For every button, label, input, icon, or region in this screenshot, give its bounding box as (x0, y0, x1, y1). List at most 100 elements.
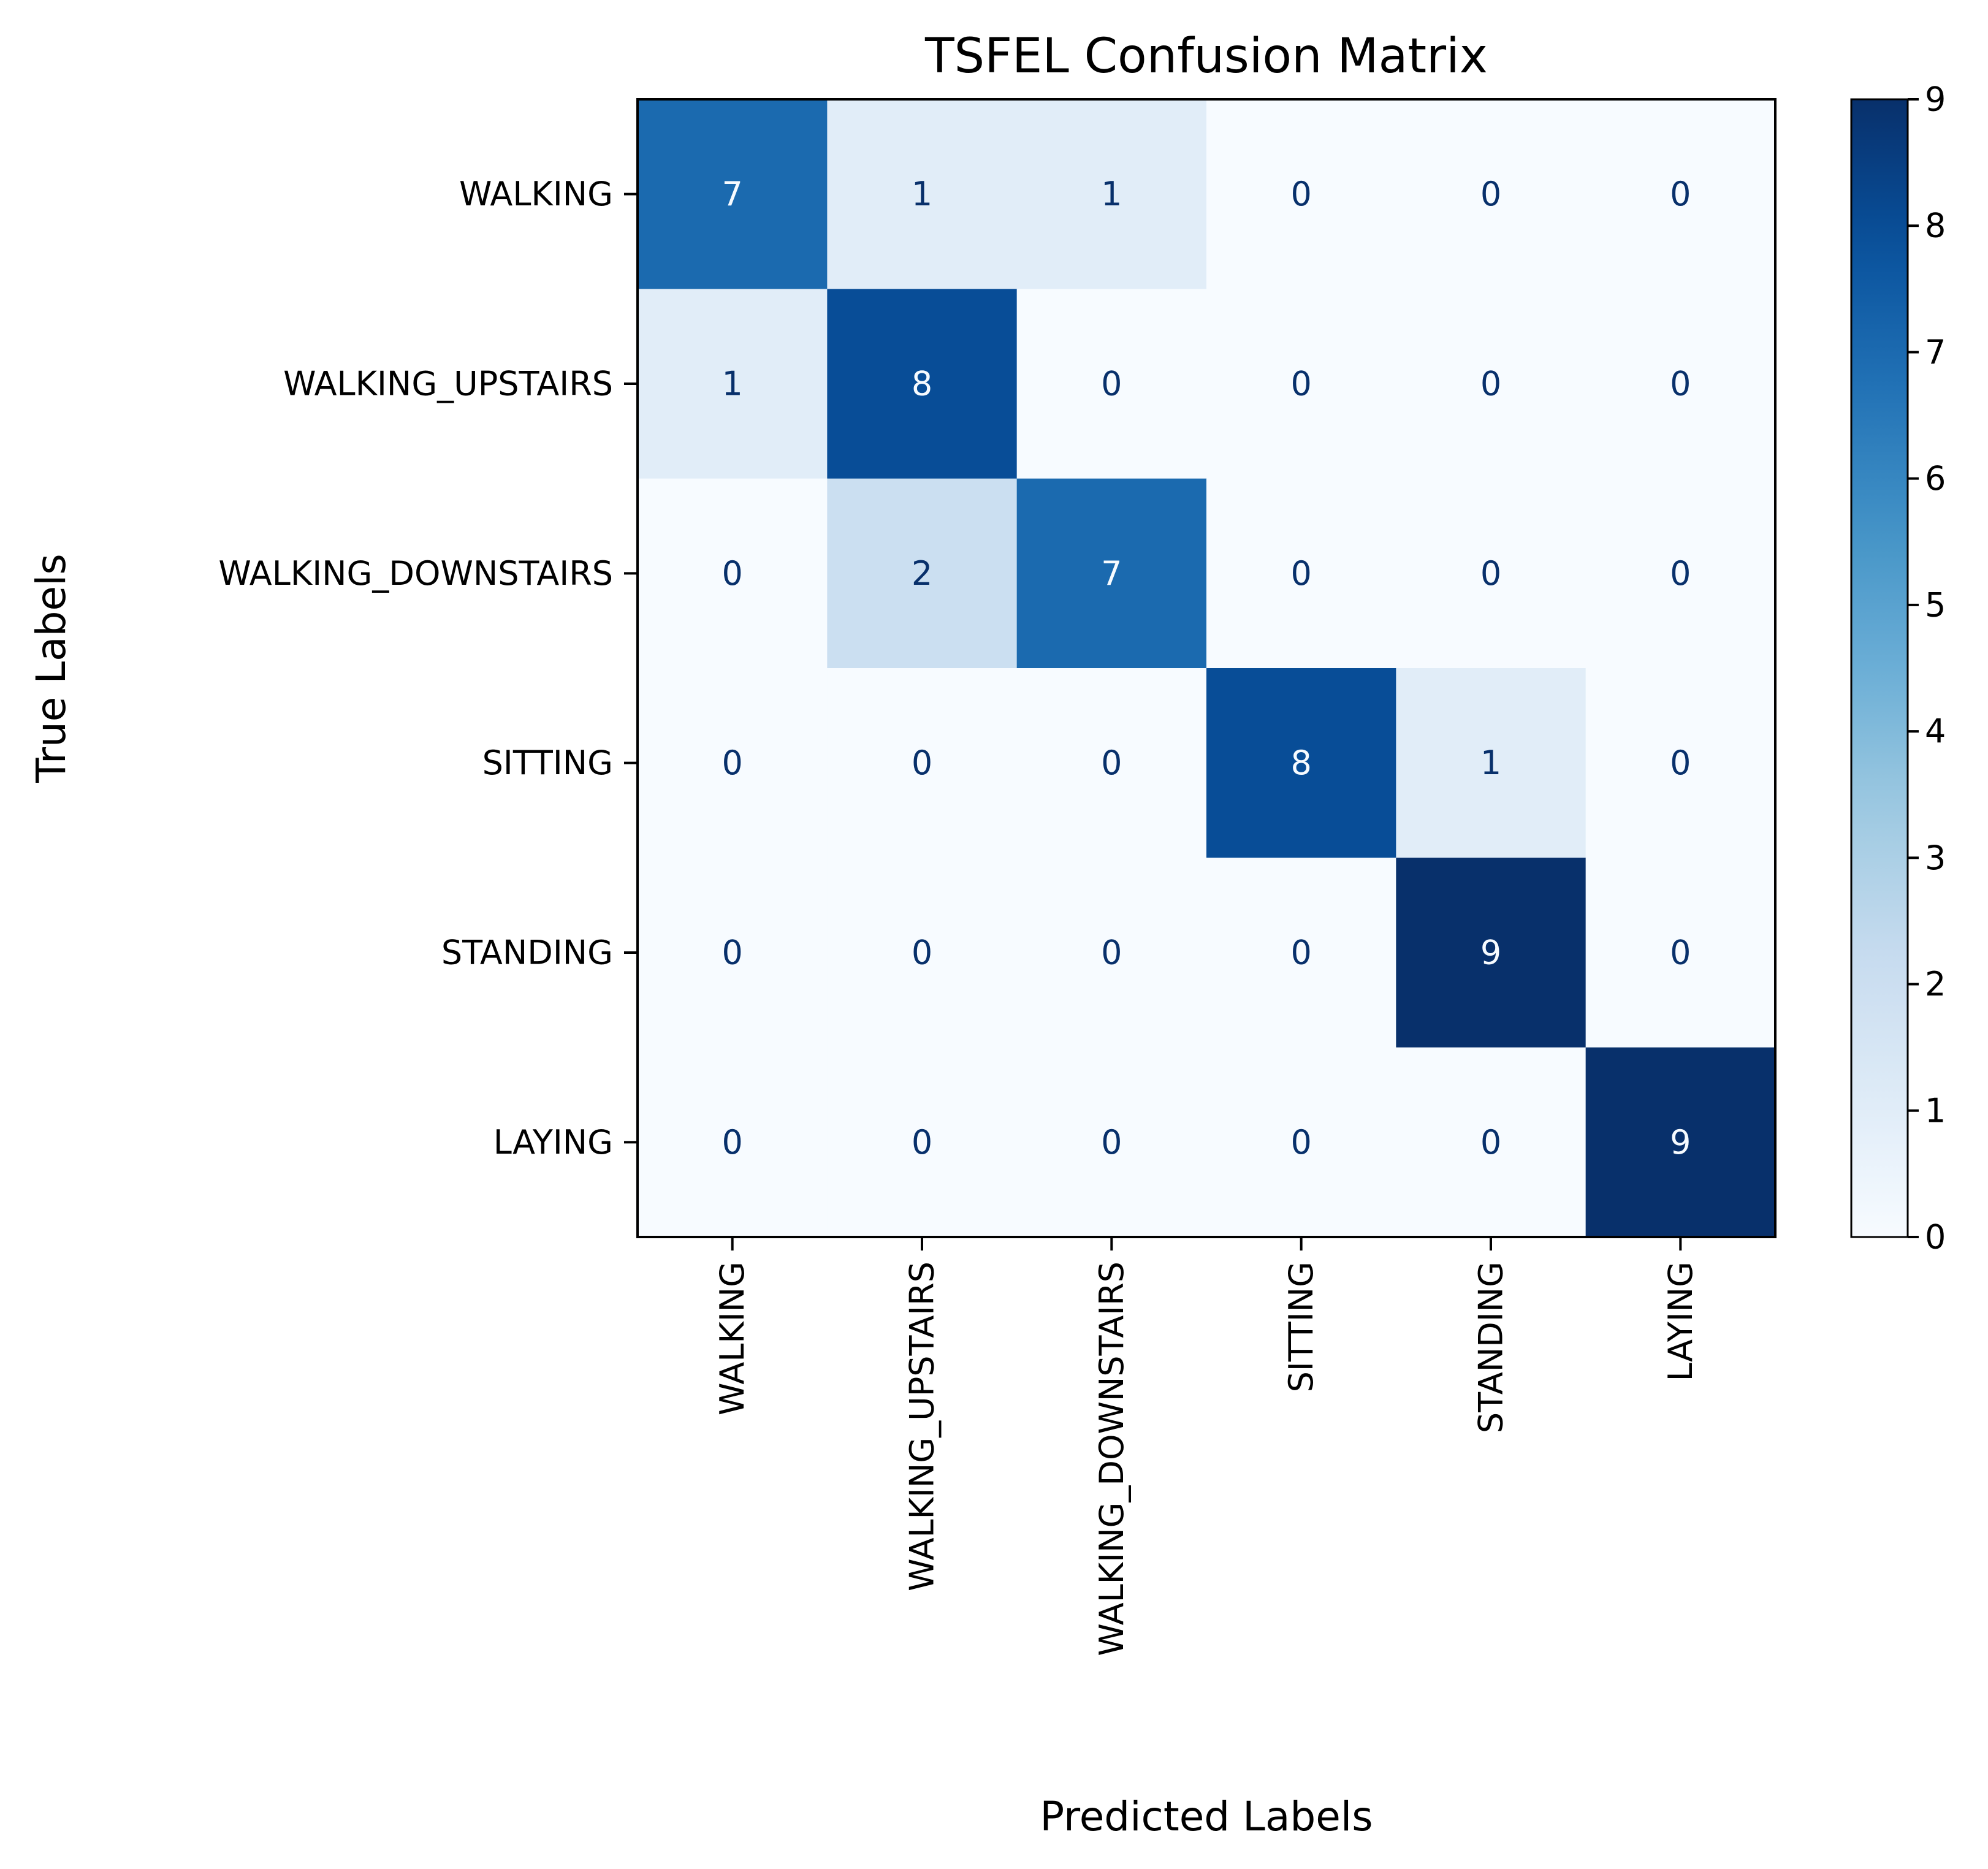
cell-value-label: 0 (1290, 365, 1311, 403)
cell-value-label: 0 (722, 744, 742, 782)
cell-value-label: 0 (1101, 365, 1122, 403)
matrix-cell (1396, 668, 1586, 858)
matrix-cell (827, 1047, 1018, 1238)
cell-value-label: 1 (912, 175, 932, 213)
y-tick-label: LAYING (493, 1123, 613, 1162)
cell-value-label: 0 (1480, 1123, 1501, 1162)
matrix-cell (827, 99, 1018, 289)
matrix-cell (1206, 858, 1396, 1048)
cell-value-label: 0 (912, 934, 932, 972)
cell-value-label: 0 (1101, 744, 1122, 782)
colorbar (1850, 98, 1909, 1238)
cell-value-label: 0 (912, 1123, 932, 1162)
matrix-cell (1585, 478, 1776, 669)
matrix-cell (1206, 99, 1396, 289)
matrix-cell (827, 289, 1018, 479)
matrix-cell (827, 858, 1018, 1048)
matrix-cell (1206, 1047, 1396, 1238)
matrix-cell (1585, 1047, 1776, 1238)
x-tick-label: WALKING_UPSTAIRS (903, 1262, 942, 1591)
colorbar-tick-label: 5 (1925, 585, 1946, 624)
matrix-cell (638, 289, 828, 479)
colorbar-tick-label: 1 (1925, 1091, 1946, 1130)
y-tick-label: WALKING_UPSTAIRS (283, 365, 613, 403)
matrix-cell (1206, 478, 1396, 669)
matrix-cells (638, 99, 1776, 1238)
cell-value-label: 8 (912, 365, 932, 403)
cell-value-label: 0 (1101, 934, 1122, 972)
cell-value-label: 0 (1290, 934, 1311, 972)
cell-value-label: 2 (912, 554, 932, 593)
cell-value-label: 7 (722, 175, 742, 213)
matrix-cell (1016, 858, 1207, 1048)
colorbar-tick-label: 3 (1925, 839, 1946, 877)
matrix-cell (1396, 99, 1586, 289)
matrix-cell (1016, 289, 1207, 479)
cell-value-label: 0 (1480, 175, 1501, 213)
matrix-cell (1206, 668, 1396, 858)
y-tick-label: SITTING (482, 744, 613, 782)
matrix-cell (1016, 668, 1207, 858)
matrix-cell (1016, 1047, 1207, 1238)
cell-value-label: 9 (1670, 1123, 1691, 1162)
cell-value-label: 0 (1101, 1123, 1122, 1162)
cell-value-label: 9 (1480, 934, 1501, 972)
cell-value-label: 1 (1480, 744, 1501, 782)
matrix-cell (1396, 289, 1586, 479)
matrix-cell (638, 99, 828, 289)
chart-title: TSFEL Confusion Matrix (924, 29, 1488, 84)
cell-value-label: 0 (1670, 554, 1691, 593)
matrix-cell (827, 478, 1018, 669)
matrix-cell (1585, 99, 1776, 289)
x-axis-ticks: WALKING WALKING_UPSTAIRS WALKING_DOWNSTAIR… (713, 1237, 1700, 1656)
x-tick-label: SITTING (1282, 1262, 1320, 1392)
y-tick-label: STANDING (441, 934, 613, 972)
colorbar-tick-label: 0 (1925, 1218, 1946, 1257)
cell-value-label: 0 (912, 744, 932, 782)
matrix-cell (1585, 858, 1776, 1048)
cell-value-label: 0 (1670, 175, 1691, 213)
matrix-cell (827, 668, 1018, 858)
cell-value-label: 0 (1480, 554, 1501, 593)
colorbar-tick-label: 9 (1925, 80, 1946, 119)
cell-value-labels: 7 1 1 0 0 0 1 8 0 0 0 0 0 2 7 0 0 0 0 0 0 8 1 0 0 0 0 0 9 0 0 0 0 0 0 9 (722, 175, 1691, 1162)
cell-value-label: 0 (1290, 175, 1311, 213)
cell-value-label: 1 (1101, 175, 1122, 213)
matrix-cell (638, 1047, 828, 1238)
matrix-cell (1396, 1047, 1586, 1238)
x-tick-label: STANDING (1472, 1262, 1510, 1433)
matrix-cell (638, 858, 828, 1048)
colorbar-tick-label: 2 (1925, 965, 1946, 1003)
colorbar-tick-label: 8 (1925, 207, 1946, 245)
x-tick-label: WALKING_DOWNSTAIRS (1092, 1262, 1131, 1656)
matrix-cell (1016, 99, 1207, 289)
cell-value-label: 0 (1480, 365, 1501, 403)
matrix-cell (1396, 858, 1586, 1048)
matrix-cell (1585, 668, 1776, 858)
cell-value-label: 8 (1290, 744, 1311, 782)
cell-value-label: 0 (1290, 554, 1311, 593)
matrix-cell (638, 668, 828, 858)
x-tick-label: LAYING (1661, 1262, 1700, 1381)
y-axis-label: True Labels (28, 554, 75, 783)
cell-value-label: 0 (722, 554, 742, 593)
colorbar-tick-label: 4 (1925, 712, 1946, 751)
cell-value-label: 0 (1290, 1123, 1311, 1162)
y-tick-label: WALKING_DOWNSTAIRS (218, 554, 613, 593)
cell-value-label: 0 (722, 1123, 742, 1162)
colorbar-ticks: 0 1 2 3 4 5 6 7 8 9 (1908, 80, 1946, 1257)
cell-value-label: 0 (1670, 744, 1691, 782)
cell-value-label: 0 (1670, 365, 1691, 403)
colorbar-tick-label: 6 (1925, 459, 1946, 498)
x-axis-label: Predicted Labels (1040, 1793, 1373, 1840)
matrix-cell (638, 478, 828, 669)
cell-value-label: 0 (722, 934, 742, 972)
matrix-cell (1396, 478, 1586, 669)
matrix-cell (1585, 289, 1776, 479)
x-tick-label: WALKING (713, 1262, 752, 1415)
cell-value-label: 0 (1670, 934, 1691, 972)
colorbar-tick-label: 7 (1925, 333, 1946, 371)
matrix-cell (1206, 289, 1396, 479)
y-tick-label: WALKING (459, 175, 613, 213)
